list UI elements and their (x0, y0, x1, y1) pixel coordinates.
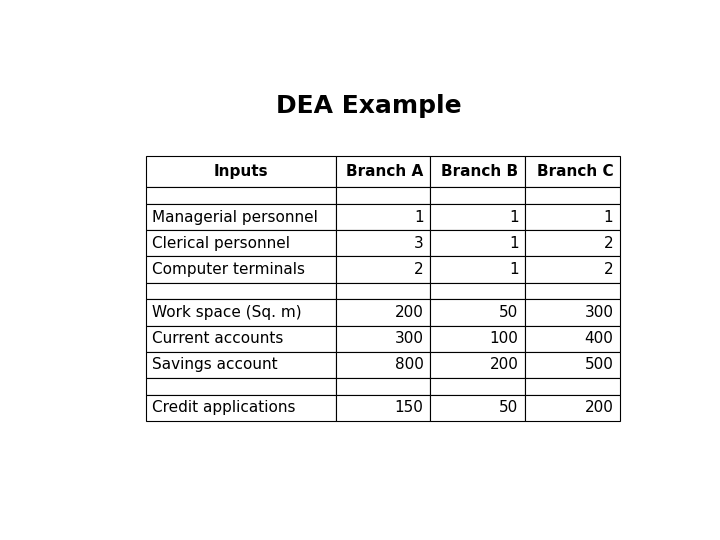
Text: 150: 150 (395, 400, 423, 415)
Bar (145, 395, 336, 421)
Bar (336, 156, 431, 187)
Bar (431, 282, 526, 299)
Bar (526, 395, 620, 421)
Text: 3: 3 (414, 236, 423, 251)
Bar (336, 299, 431, 326)
Bar (145, 299, 336, 326)
Text: Clerical personnel: Clerical personnel (153, 236, 290, 251)
Bar (145, 256, 336, 282)
Text: Branch B: Branch B (441, 164, 518, 179)
Bar (336, 230, 431, 256)
Text: 300: 300 (395, 331, 423, 346)
Text: 200: 200 (490, 357, 518, 372)
Text: 800: 800 (395, 357, 423, 372)
Text: Branch A: Branch A (346, 164, 423, 179)
Bar (431, 299, 526, 326)
Bar (431, 378, 526, 395)
Text: 500: 500 (585, 357, 613, 372)
Bar (526, 256, 620, 282)
Text: DEA Example: DEA Example (276, 94, 462, 118)
Bar (336, 256, 431, 282)
Text: 100: 100 (490, 331, 518, 346)
Bar (145, 187, 336, 204)
Bar (431, 326, 526, 352)
Bar (145, 282, 336, 299)
Bar (526, 378, 620, 395)
Text: Managerial personnel: Managerial personnel (153, 210, 318, 225)
Text: 2: 2 (604, 262, 613, 277)
Bar (145, 326, 336, 352)
Text: Computer terminals: Computer terminals (153, 262, 305, 277)
Bar (145, 204, 336, 230)
Bar (336, 378, 431, 395)
Bar (526, 282, 620, 299)
Text: 50: 50 (499, 305, 518, 320)
Text: 200: 200 (395, 305, 423, 320)
Bar (145, 378, 336, 395)
Text: 1: 1 (604, 210, 613, 225)
Text: 2: 2 (414, 262, 423, 277)
Text: 200: 200 (585, 400, 613, 415)
Bar (526, 204, 620, 230)
Bar (431, 204, 526, 230)
Text: 1: 1 (509, 210, 518, 225)
Bar (336, 326, 431, 352)
Text: 1: 1 (509, 236, 518, 251)
Bar (145, 352, 336, 378)
Text: Current accounts: Current accounts (153, 331, 284, 346)
Text: 50: 50 (499, 400, 518, 415)
Bar (336, 187, 431, 204)
Text: Credit applications: Credit applications (153, 400, 296, 415)
Bar (431, 187, 526, 204)
Text: Work space (Sq. m): Work space (Sq. m) (153, 305, 302, 320)
Bar (336, 352, 431, 378)
Bar (431, 352, 526, 378)
Bar (336, 282, 431, 299)
Bar (431, 395, 526, 421)
Bar (145, 230, 336, 256)
Bar (336, 395, 431, 421)
Text: Branch C: Branch C (537, 164, 613, 179)
Text: 1: 1 (414, 210, 423, 225)
Bar (526, 352, 620, 378)
Bar (336, 204, 431, 230)
Text: Savings account: Savings account (153, 357, 278, 372)
Text: 2: 2 (604, 236, 613, 251)
Bar (431, 256, 526, 282)
Bar (526, 187, 620, 204)
Bar (431, 156, 526, 187)
Bar (526, 230, 620, 256)
Text: 300: 300 (585, 305, 613, 320)
Text: 400: 400 (585, 331, 613, 346)
Text: 1: 1 (509, 262, 518, 277)
Text: Inputs: Inputs (213, 164, 268, 179)
Bar (526, 299, 620, 326)
Bar (431, 230, 526, 256)
Bar (526, 156, 620, 187)
Bar (526, 326, 620, 352)
Bar (145, 156, 336, 187)
